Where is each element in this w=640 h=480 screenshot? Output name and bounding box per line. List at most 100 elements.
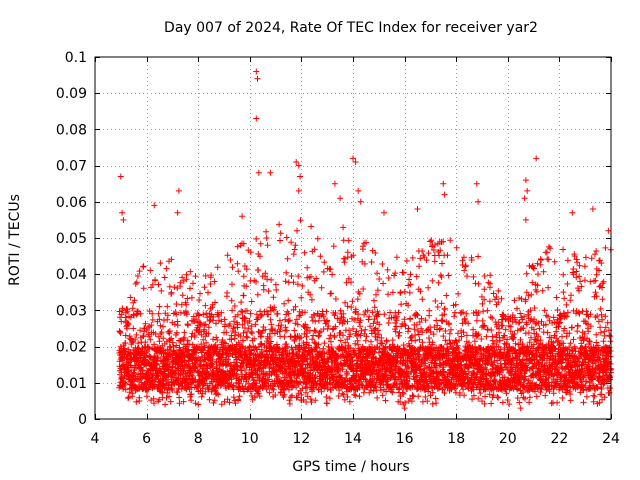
data-point [127, 294, 134, 301]
data-point [122, 380, 129, 387]
data-point [176, 400, 183, 407]
data-point [165, 356, 172, 363]
data-point [200, 311, 207, 318]
data-point [125, 394, 132, 401]
data-point [160, 335, 167, 342]
data-point [192, 400, 199, 407]
data-point [122, 340, 129, 346]
data-point [125, 321, 132, 328]
data-point [171, 321, 178, 328]
data-point [146, 333, 153, 340]
data-point [188, 391, 195, 398]
data-point [181, 329, 188, 336]
data-point [167, 398, 174, 405]
data-point [197, 290, 203, 297]
data-point [182, 362, 189, 369]
data-point [162, 401, 169, 408]
data-point [135, 345, 142, 352]
data-point [148, 397, 155, 404]
data-point [152, 277, 159, 284]
data-point [158, 287, 165, 294]
data-point [196, 319, 203, 326]
data-point [134, 273, 141, 279]
data-point [155, 281, 162, 288]
data-point [133, 398, 140, 405]
data-point [122, 314, 129, 321]
data-point [199, 385, 206, 392]
data-point [158, 329, 165, 336]
data-point [139, 374, 146, 381]
data-point [171, 284, 178, 291]
data-point [174, 318, 181, 325]
data-point [136, 398, 143, 404]
data-point [116, 328, 123, 335]
data-point [147, 267, 154, 274]
data-point [132, 336, 139, 343]
data-point [164, 303, 171, 310]
data-point [152, 376, 159, 383]
data-point [156, 316, 163, 323]
data-point [142, 320, 149, 327]
data-point [200, 336, 207, 343]
data-point [186, 341, 193, 348]
data-point [124, 308, 131, 315]
data-point [140, 263, 147, 270]
data-point [179, 292, 186, 299]
data-point [185, 383, 192, 390]
data-point [148, 322, 155, 329]
data-point [137, 310, 144, 317]
data-point [173, 342, 180, 349]
data-point [198, 393, 205, 400]
data-point [156, 338, 163, 345]
data-point [184, 295, 191, 302]
data-point [192, 273, 199, 280]
data-point [166, 336, 173, 343]
data-point [124, 320, 131, 326]
data-point [117, 314, 123, 321]
data-point [197, 320, 204, 327]
data-point [155, 354, 161, 361]
data-point [129, 339, 136, 346]
data-point [168, 256, 175, 263]
data-point [129, 390, 136, 397]
data-point [190, 280, 196, 287]
data-point [152, 331, 159, 337]
data-point [140, 285, 147, 292]
data-point [196, 323, 203, 330]
data-point [157, 348, 164, 355]
data-point [173, 311, 180, 318]
data-point [131, 297, 138, 304]
data-point [126, 367, 132, 373]
data-point [133, 279, 140, 286]
data-point [157, 322, 164, 329]
data-point [133, 331, 140, 338]
data-point [153, 360, 160, 367]
data-point [151, 400, 157, 407]
data-point [191, 334, 198, 340]
data-point [156, 303, 163, 310]
data-point [164, 312, 171, 319]
data-point [129, 305, 136, 312]
data-point [136, 268, 143, 275]
data-point [179, 274, 186, 281]
data-point [196, 297, 203, 303]
data-point [147, 336, 154, 343]
data-point [137, 375, 144, 382]
data-point [180, 336, 187, 343]
data-point [197, 357, 204, 364]
data-point [193, 316, 200, 323]
data-point [184, 322, 191, 329]
data-point [163, 394, 170, 401]
data-point [153, 361, 160, 368]
data-point [160, 323, 166, 330]
data-point [122, 386, 129, 393]
data-point [166, 328, 173, 334]
data-point [177, 283, 184, 290]
data-point [177, 309, 184, 316]
data-point [187, 268, 194, 275]
data-point [164, 389, 171, 396]
data-point [164, 316, 171, 323]
data-point [119, 305, 126, 312]
